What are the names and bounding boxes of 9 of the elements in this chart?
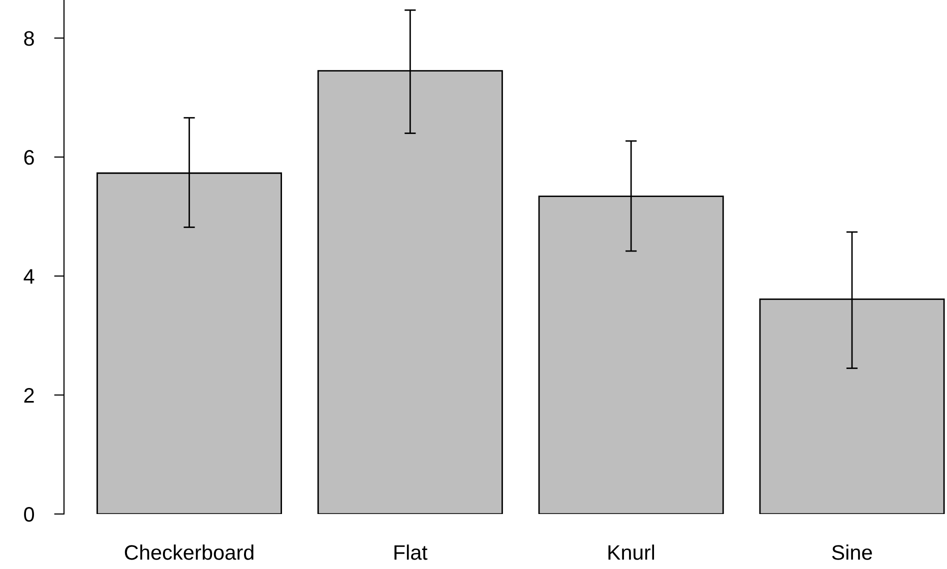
y-tick-label: 4 [24, 269, 34, 284]
x-tick-label: Flat [394, 544, 428, 560]
x-tick-label: Knurl [608, 544, 654, 560]
y-tick-label: 2 [24, 388, 34, 403]
y-tick-label: 0 [24, 507, 34, 522]
x-tick-label: Sine [832, 544, 872, 560]
y-tick-label: 6 [24, 150, 34, 165]
x-tick-label: Checkerboard [124, 544, 254, 560]
y-tick-label: 8 [24, 31, 34, 46]
